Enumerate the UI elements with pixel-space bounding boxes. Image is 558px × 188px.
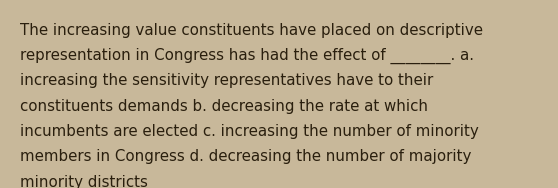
Text: members in Congress d. decreasing the number of majority: members in Congress d. decreasing the nu…	[20, 149, 471, 164]
Text: constituents demands b. decreasing the rate at which: constituents demands b. decreasing the r…	[20, 99, 427, 114]
Text: incumbents are elected c. increasing the number of minority: incumbents are elected c. increasing the…	[20, 124, 478, 139]
Text: minority districts: minority districts	[20, 175, 147, 188]
Text: representation in Congress has had the effect of ________. a.: representation in Congress has had the e…	[20, 48, 474, 64]
Text: The increasing value constituents have placed on descriptive: The increasing value constituents have p…	[20, 23, 483, 38]
Text: increasing the sensitivity representatives have to their: increasing the sensitivity representativ…	[20, 73, 433, 88]
